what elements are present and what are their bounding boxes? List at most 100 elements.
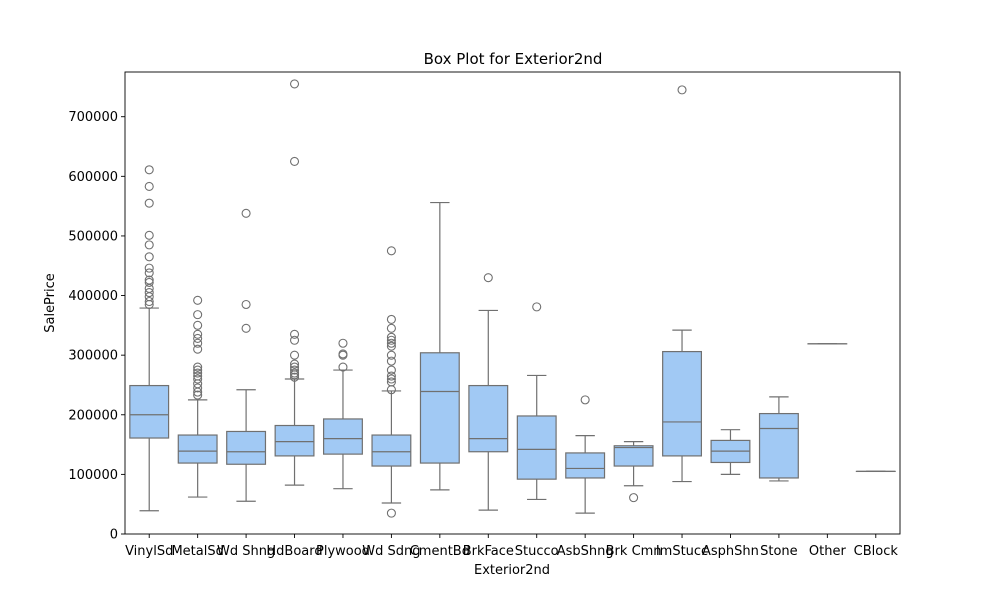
outlier-point — [144, 268, 154, 278]
box-plywood — [322, 418, 363, 455]
outlier-point — [386, 377, 396, 387]
outlier-point — [144, 263, 154, 273]
box-brk-cmn — [613, 445, 654, 467]
outlier-point — [193, 333, 203, 344]
outlier-point — [193, 344, 203, 354]
outlier-point — [580, 395, 590, 405]
x-tick-label: AsbShng — [557, 544, 614, 559]
x-tick-label: Stucco — [515, 544, 559, 559]
outlier-point — [144, 165, 154, 175]
outlier-point — [193, 371, 203, 381]
x-tick-label: CmentBd — [410, 544, 470, 559]
y-tick-label: 700000 — [68, 110, 118, 125]
box-asbshng — [565, 452, 606, 479]
outlier-point — [386, 332, 396, 342]
plot-area: 0 100000 200000 300000 400000 500000 600000 700… — [68, 79, 899, 559]
box-stucco — [516, 415, 557, 480]
outlier-point — [386, 338, 396, 348]
outlier-point — [386, 335, 396, 345]
outlier-point — [193, 383, 203, 393]
box-hdboard — [274, 424, 315, 457]
outlier-point — [289, 365, 300, 375]
outlier-point — [289, 335, 300, 345]
outlier-point — [386, 374, 396, 384]
outlier-point — [289, 362, 300, 372]
outlier-point — [289, 350, 300, 360]
outlier-point — [338, 338, 348, 348]
x-axis-label: Exterior2nd — [474, 563, 550, 578]
outlier-point — [193, 390, 203, 400]
outlier-point — [289, 156, 300, 166]
y-tick-label: 0 — [110, 528, 118, 543]
outlier-point — [629, 493, 639, 503]
x-tick-label: Wd Shng — [217, 544, 275, 559]
outlier-point — [386, 341, 396, 351]
box-wd-shng — [226, 430, 267, 465]
box-cmentbd — [419, 352, 460, 464]
x-tick-label: Wd Sdng — [362, 544, 420, 559]
outlier-point — [532, 302, 542, 312]
y-tick-label: 200000 — [68, 408, 118, 423]
outlier-point — [144, 275, 154, 285]
outlier-point — [144, 277, 154, 287]
outlier-point — [386, 508, 396, 518]
outlier-point — [677, 85, 687, 95]
x-tick-label: BrkFace — [463, 544, 514, 559]
outlier-point — [289, 79, 300, 89]
outlier-point — [193, 329, 203, 339]
outlier-point — [241, 299, 251, 310]
box-metalsd — [177, 434, 218, 464]
outlier-point — [144, 296, 154, 307]
outlier-point — [193, 310, 203, 320]
box-wd-sdng — [371, 434, 412, 467]
outlier-point — [144, 288, 154, 298]
plot-frame — [124, 71, 901, 535]
outlier-point — [386, 350, 396, 360]
y-tick-label: 100000 — [68, 468, 118, 483]
outlier-point — [241, 208, 251, 218]
outlier-point — [193, 338, 203, 348]
outlier-point — [386, 356, 396, 366]
outlier-point — [144, 230, 154, 240]
x-tick-label: ImStucc — [656, 544, 708, 559]
outlier-point — [193, 365, 203, 375]
y-axis-label: SalePrice — [43, 273, 58, 333]
y-tick-label: 600000 — [68, 170, 118, 185]
x-tick-label: AsphShn — [702, 544, 759, 559]
outlier-point — [338, 349, 348, 359]
x-tick-label: Other — [809, 544, 847, 559]
y-tick-label: 300000 — [68, 349, 118, 364]
y-tick-label: 400000 — [68, 289, 118, 304]
outlier-point — [193, 320, 203, 330]
outlier-point — [241, 323, 251, 333]
outlier-point — [144, 198, 154, 208]
outlier-point — [386, 314, 396, 324]
box-brkface — [468, 384, 509, 453]
outlier-point — [144, 252, 154, 262]
box-imstucc — [662, 350, 703, 457]
outlier-point — [193, 374, 203, 384]
y-tick-label: 500000 — [68, 229, 118, 244]
outlier-point — [289, 329, 300, 339]
x-tick-label: Stone — [760, 544, 798, 559]
chart-title: Box Plot for Exterior2nd — [424, 50, 603, 68]
x-tick-label: CBlock — [854, 544, 899, 559]
outlier-point — [144, 240, 154, 250]
outlier-point — [338, 362, 348, 372]
outlier-point — [386, 371, 396, 381]
outlier-point — [386, 323, 396, 333]
x-tick-label: VinylSd — [125, 544, 173, 559]
outlier-point — [193, 295, 203, 305]
outlier-point — [193, 368, 203, 378]
outlier-point — [144, 181, 154, 192]
x-tick-label: Brk Cmn — [606, 544, 662, 559]
outlier-point — [289, 359, 300, 369]
outlier-point — [386, 246, 396, 256]
outlier-point — [289, 372, 300, 382]
outlier-point — [483, 273, 493, 283]
outlier-point — [289, 368, 300, 378]
x-tick-label: HdBoard — [266, 544, 322, 559]
outlier-point — [386, 365, 396, 375]
box-vinylsd — [129, 384, 170, 439]
